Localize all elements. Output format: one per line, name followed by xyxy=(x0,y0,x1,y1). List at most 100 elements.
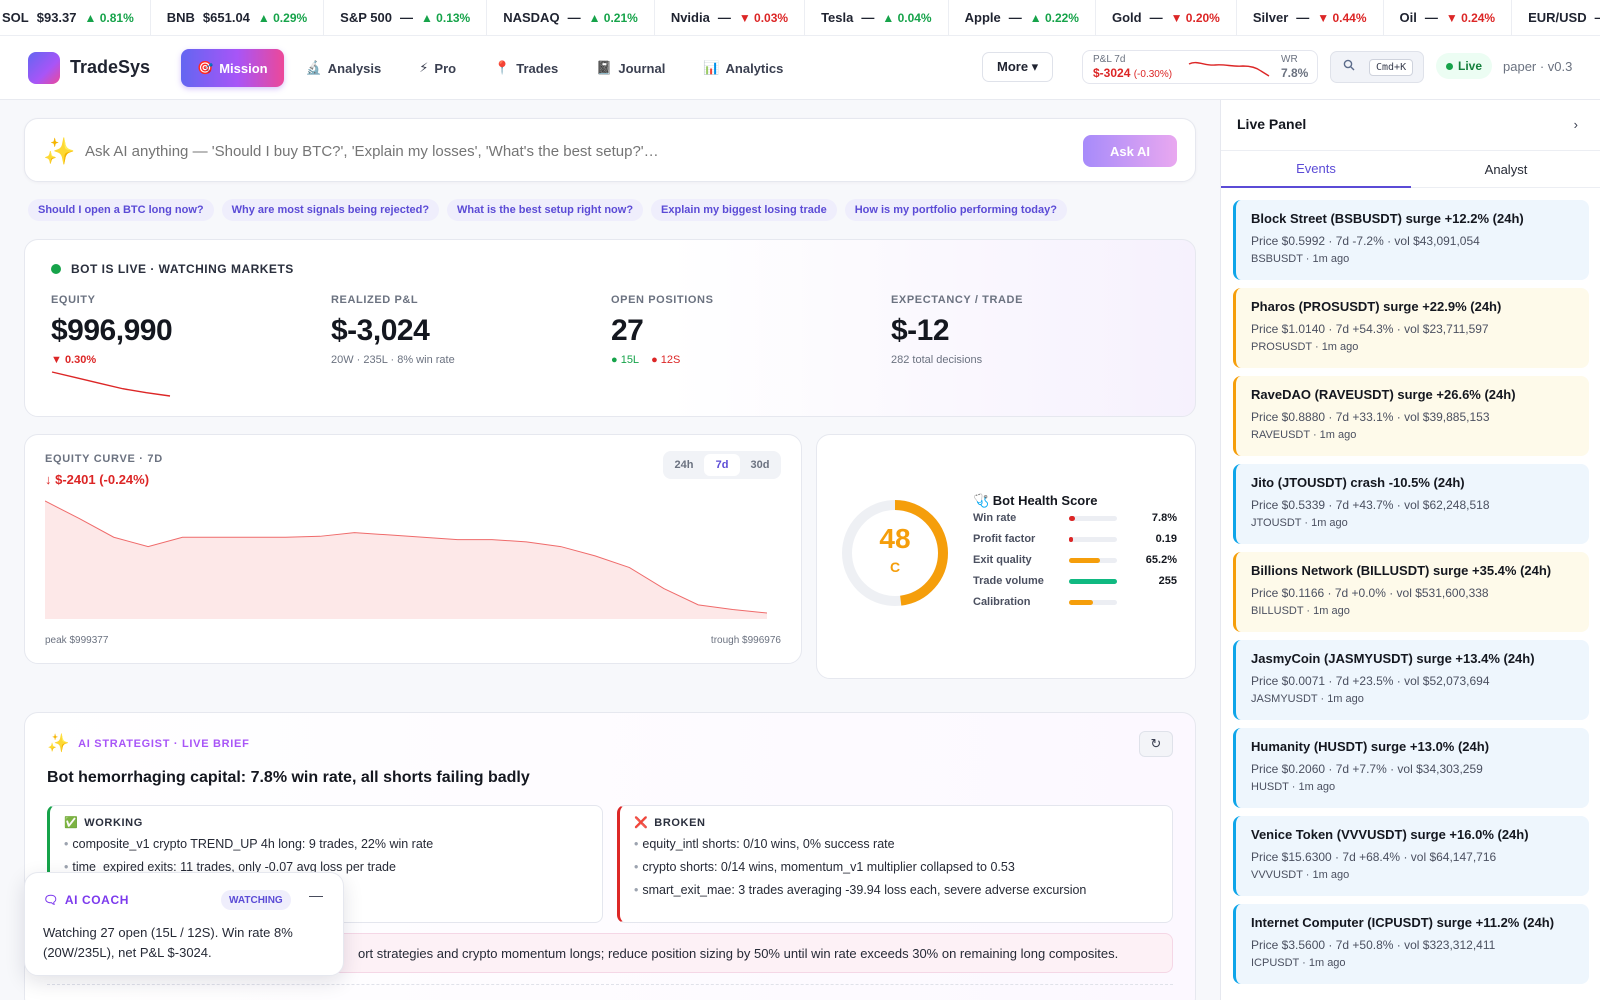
health-metric-value: 65.2% xyxy=(1145,554,1177,566)
suggestion-chip[interactable]: How is my portfolio performing today? xyxy=(844,199,1067,221)
ticker-item[interactable]: Nvidia — ▼ 0.03% xyxy=(655,0,806,35)
broken-box: ❌ BROKEN equity_intl shorts: 0/10 wins, 0… xyxy=(617,805,1173,923)
suggestion-chip[interactable]: Should I open a BTC long now? xyxy=(28,199,214,221)
event-card[interactable]: JasmyCoin (JASMYUSDT) surge +13.4% (24h)… xyxy=(1233,640,1589,720)
nav-analytics[interactable]: 📊 Analytics xyxy=(687,49,799,87)
health-row: Calibration xyxy=(973,595,1177,611)
ticker-item[interactable]: Apple — ▲ 0.22% xyxy=(949,0,1096,35)
event-card[interactable]: Block Street (BSBUSDT) surge +12.2% (24h… xyxy=(1233,200,1589,280)
ticker-price: — xyxy=(1296,10,1310,25)
expectancy-label: EXPECTANCY / TRADE xyxy=(891,294,1024,306)
event-title: Billions Network (BILLUSDT) surge +35.4%… xyxy=(1251,563,1552,578)
working-label: WORKING xyxy=(84,816,143,829)
suggestion-chip[interactable]: Explain my biggest losing trade xyxy=(651,199,837,221)
ticker-symbol: Oil xyxy=(1399,10,1417,25)
ticker-symbol: Tesla xyxy=(821,10,854,25)
market-ticker: SOL $93.37 ▲ 0.81% BNB $651.04 ▲ 0.29% S&P 500… xyxy=(0,0,1600,36)
equity-curve-chart[interactable] xyxy=(45,499,767,619)
live-status-badge[interactable]: Live xyxy=(1436,53,1493,79)
event-detail: Price $0.5992 · 7d -7.2% · vol $43,091,0… xyxy=(1251,234,1480,248)
ask-ai-input[interactable] xyxy=(85,137,1045,165)
ticker-price: — xyxy=(1424,10,1438,25)
mode-version: paper · v0.3 xyxy=(1503,59,1573,74)
equity-metric: EQUITY $996,990 ▼ 0.30% xyxy=(51,294,173,403)
equity-curve-delta: ↓ $-2401 (-0.24%) xyxy=(45,472,150,487)
nav-trades[interactable]: 📍 Trades xyxy=(478,49,574,87)
nav-journal[interactable]: 📓 Journal xyxy=(580,49,681,87)
ask-ai-button[interactable]: Ask AI xyxy=(1083,135,1177,167)
event-detail: Price $0.8880 · 7d +33.1% · vol $39,885,… xyxy=(1251,410,1490,424)
health-metric-fill xyxy=(1069,558,1101,563)
realized-pnl-sub: 20W · 235L · 8% win rate xyxy=(331,354,455,366)
ticker-symbol: Nvidia xyxy=(670,10,710,25)
brand-logo[interactable] xyxy=(28,52,60,84)
minimize-button[interactable]: — xyxy=(309,887,323,903)
ticker-item[interactable]: Gold — ▼ 0.20% xyxy=(1096,0,1237,35)
event-card[interactable]: RaveDAO (RAVEUSDT) surge +26.6% (24h) Pri… xyxy=(1233,376,1589,456)
top-header: TradeSys 🎯 Mission 🔬 Analysis ⚡ Pro 📍 Trades 📓 Jo… xyxy=(0,36,1600,100)
suggestion-chip[interactable]: Why are most signals being rejected? xyxy=(221,199,440,221)
pnl-percent: (-0.30%) xyxy=(1133,69,1173,80)
working-item: time_expired exits: 11 trades, only -0.0… xyxy=(64,860,588,874)
refresh-button[interactable]: ↻ xyxy=(1139,731,1173,757)
brand-name[interactable]: TradeSys xyxy=(70,57,151,77)
nav-mission[interactable]: 🎯 Mission xyxy=(181,49,284,87)
bot-health-card: 48 C 🩺 Bot Health Score Win rate 7.8% Prof… xyxy=(816,434,1196,679)
ticker-symbol: SOL xyxy=(2,10,29,25)
more-menu-button[interactable]: More ▾ xyxy=(982,52,1054,82)
event-card[interactable]: Billions Network (BILLUSDT) surge +35.4%… xyxy=(1233,552,1589,632)
strategist-heading-text: AI STRATEGIST · LIVE BRIEF xyxy=(78,737,250,750)
ticker-symbol: BNB xyxy=(166,10,195,25)
broken-item: equity_intl shorts: 0/10 wins, 0% succes… xyxy=(634,837,1158,851)
ticker-item[interactable]: BNB $651.04 ▲ 0.29% xyxy=(151,0,325,35)
ticker-symbol: S&P 500 xyxy=(340,10,392,25)
ticker-item[interactable]: EUR/USD—▲ 0. xyxy=(1512,0,1600,35)
ticker-price: — xyxy=(717,10,731,25)
event-meta: BILLUSDT · 1m ago xyxy=(1251,605,1350,617)
equity-sparkline xyxy=(51,371,171,397)
ticker-item[interactable]: Tesla — ▲ 0.04% xyxy=(805,0,949,35)
expectancy-sub: 282 total decisions xyxy=(891,354,983,366)
expectancy-value: $-12 xyxy=(891,314,950,347)
event-card[interactable]: Venice Token (VVVUSDT) surge +16.0% (24h… xyxy=(1233,816,1589,896)
range-tab-24h[interactable]: 24h xyxy=(674,459,694,471)
range-tab-30d[interactable]: 30d xyxy=(750,459,770,471)
refresh-icon: ↻ xyxy=(1150,736,1162,751)
ticker-item[interactable]: NASDAQ — ▲ 0.21% xyxy=(487,0,655,35)
ticker-item[interactable]: Silver — ▼ 0.44% xyxy=(1237,0,1384,35)
event-card[interactable]: Internet Computer (ICPUSDT) surge +11.2%… xyxy=(1233,904,1589,984)
ticker-symbol: NASDAQ xyxy=(503,10,560,25)
event-card[interactable]: Humanity (HUSDT) surge +13.0% (24h) Price… xyxy=(1233,728,1589,808)
range-tab-7d[interactable]: 7d xyxy=(704,454,740,476)
ticker-change: ▲ 0.22% xyxy=(1029,10,1079,25)
nav-pro[interactable]: ⚡ Pro xyxy=(403,49,472,87)
suggestion-chip[interactable]: What is the best setup right now? xyxy=(447,199,644,221)
event-title: Pharos (PROSUSDT) surge +22.9% (24h) xyxy=(1251,299,1502,314)
ticker-symbol: EUR/USD xyxy=(1528,10,1587,25)
main-nav: 🎯 Mission 🔬 Analysis ⚡ Pro 📍 Trades 📓 Journal 📊 Ana… xyxy=(181,49,799,87)
nav-analysis[interactable]: 🔬 Analysis xyxy=(290,49,398,87)
event-card[interactable]: Jito (JTOUSDT) crash -10.5% (24h) Price $… xyxy=(1233,464,1589,544)
ticker-price: — xyxy=(1149,10,1163,25)
ticker-item[interactable]: Oil — ▼ 0.24% xyxy=(1384,0,1513,35)
live-panel-tabs: Events Analyst xyxy=(1221,150,1600,188)
ticker-item[interactable]: S&P 500 — ▲ 0.13% xyxy=(324,0,488,35)
chat-bubble-icon: 🗨 xyxy=(43,893,59,907)
event-card[interactable]: Pharos (PROSUSDT) surge +22.9% (24h) Pric… xyxy=(1233,288,1589,368)
search-button[interactable]: Cmd+K xyxy=(1330,51,1424,83)
event-detail: Price $15.6300 · 7d +68.4% · vol $64,147… xyxy=(1251,850,1497,864)
open-short-count: ● 12S xyxy=(651,354,681,366)
ticker-item[interactable]: SOL $93.37 ▲ 0.81% xyxy=(0,0,151,35)
broken-item: smart_exit_mae: 3 trades averaging -39.9… xyxy=(634,883,1158,897)
recommended-action-text: ort strategies and crypto momentum longs… xyxy=(358,946,1119,961)
event-meta: RAVEUSDT · 1m ago xyxy=(1251,429,1357,441)
tab-events[interactable]: Events xyxy=(1221,151,1411,188)
working-list: composite_v1 crypto TREND_UP 4h long: 9 … xyxy=(64,837,588,874)
events-list: Block Street (BSBUSDT) surge +12.2% (24h… xyxy=(1233,200,1589,992)
chevron-right-icon: › xyxy=(1573,117,1578,132)
event-detail: Price $3.5600 · 7d +50.8% · vol $323,312… xyxy=(1251,938,1496,952)
ticker-change: ▲ 0.21% xyxy=(588,10,638,25)
collapse-panel-button[interactable]: › xyxy=(1574,117,1578,132)
tab-analyst[interactable]: Analyst xyxy=(1484,162,1528,177)
pnl-summary-widget[interactable]: P&L 7d $-3024 (-0.30%) WR 7.8% xyxy=(1082,50,1318,84)
